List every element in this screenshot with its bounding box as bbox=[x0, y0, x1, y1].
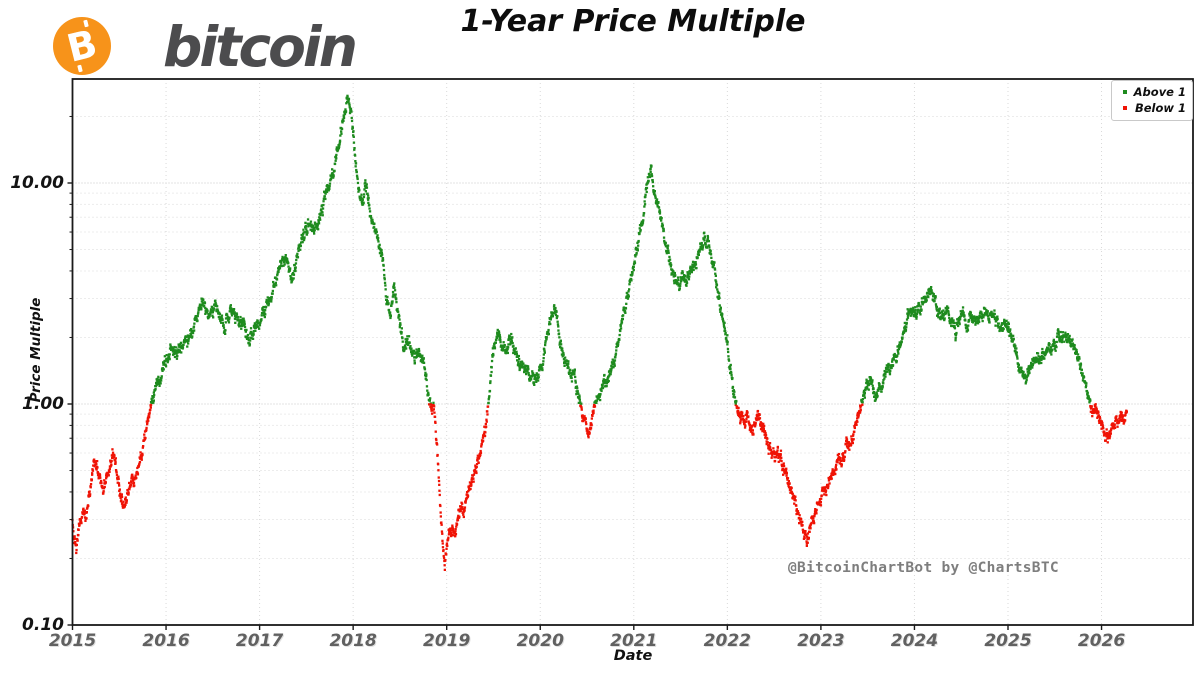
x-tick-label: 2025 bbox=[984, 631, 1032, 651]
legend-marker-below-1-icon bbox=[1123, 106, 1127, 110]
x-tick-label: 2018 bbox=[329, 631, 377, 651]
gridlines bbox=[72, 79, 1193, 625]
x-tick-label: 2022 bbox=[703, 631, 752, 651]
y-tick-label: 0.10 bbox=[22, 615, 64, 635]
x-axis-label: Date bbox=[613, 648, 653, 664]
bitcoin-logo: B bitcoin bbox=[53, 16, 358, 78]
legend: Above 1 Below 1 bbox=[1111, 80, 1193, 121]
x-tick-label: 2021 bbox=[610, 631, 658, 651]
x-tick-label: 2016 bbox=[142, 631, 190, 651]
legend-label-below-1: Below 1 bbox=[1134, 101, 1186, 115]
x-tick-label: 2015 bbox=[48, 631, 97, 651]
x-tick-label: 2019 bbox=[423, 631, 471, 651]
legend-item-above-1: Above 1 bbox=[1118, 85, 1186, 99]
watermark: @BitcoinChartBot by @ChartsBTC bbox=[788, 560, 1059, 576]
x-tick-label: 2020 bbox=[516, 631, 564, 651]
x-tick-label: 2023 bbox=[797, 631, 845, 651]
legend-marker-above-1-icon bbox=[1123, 90, 1127, 94]
axis-ticks bbox=[67, 78, 1194, 630]
x-tick-label: 2024 bbox=[890, 631, 939, 651]
y-tick-label: 10.00 bbox=[10, 173, 64, 193]
x-tick-label: 2017 bbox=[235, 631, 284, 651]
y-tick-label: 1.00 bbox=[22, 394, 64, 414]
x-tick-label: 2026 bbox=[1077, 631, 1126, 651]
bitcoin-wordmark: bitcoin bbox=[163, 15, 358, 79]
scatter-points bbox=[71, 94, 1128, 571]
chart-title: 1-Year Price Multiple bbox=[460, 4, 806, 39]
plot-border bbox=[71, 78, 1194, 626]
bitcoin-coin-icon: B bbox=[53, 17, 111, 75]
legend-label-above-1: Above 1 bbox=[1133, 85, 1186, 99]
y-axis-label: Price Multiple bbox=[28, 297, 44, 403]
legend-item-below-1: Below 1 bbox=[1118, 101, 1186, 115]
